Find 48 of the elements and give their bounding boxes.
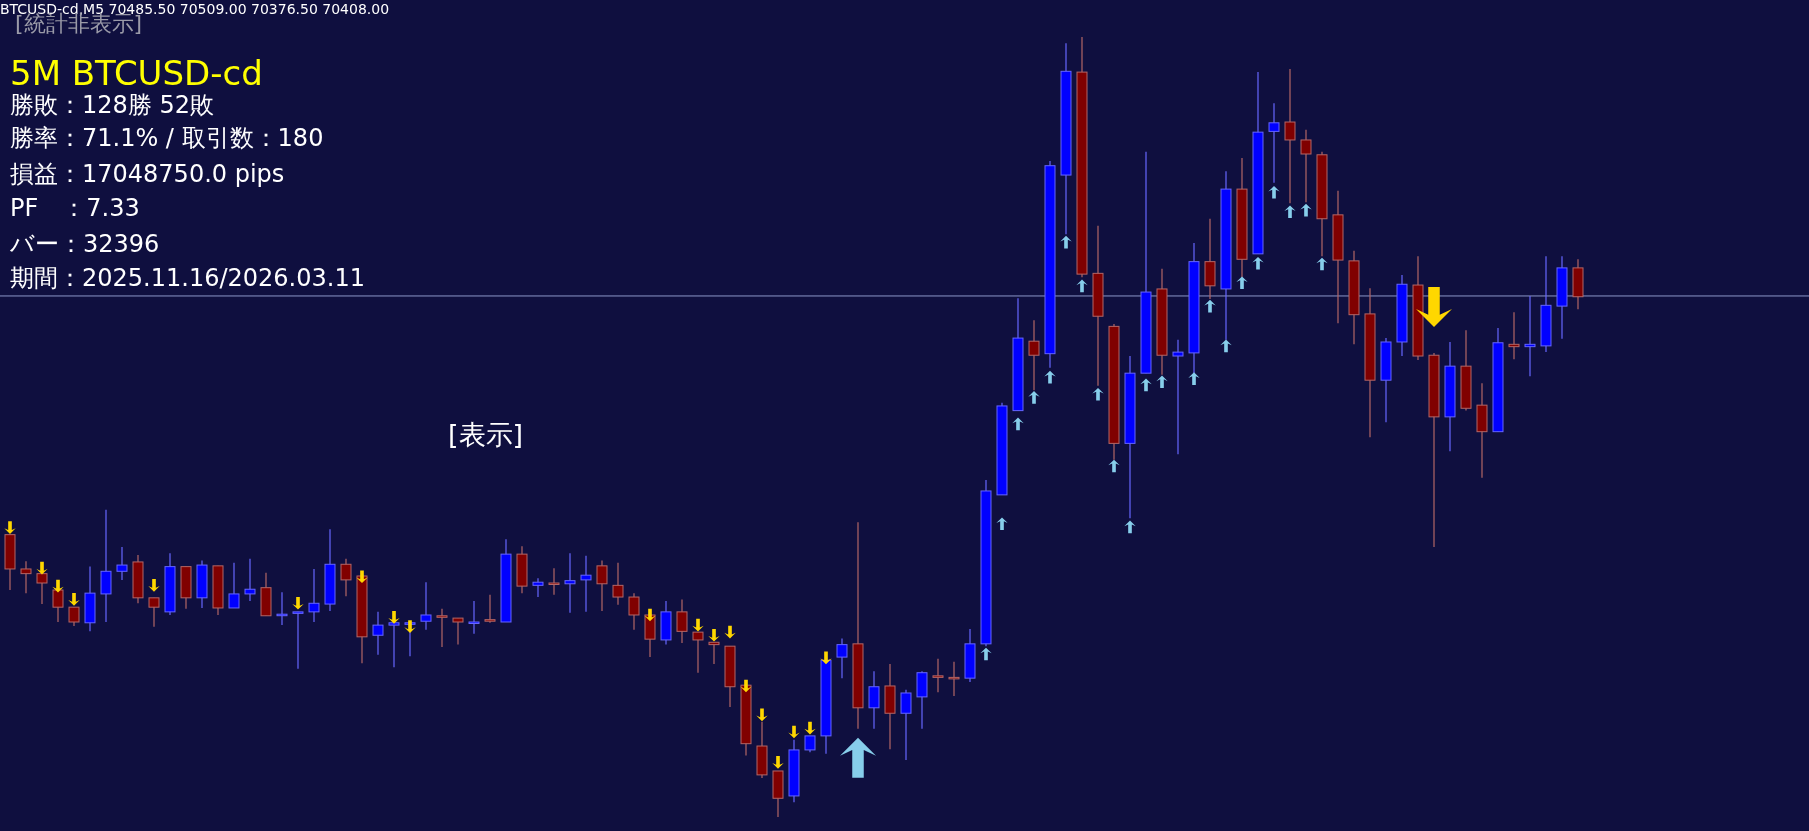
point (1028, 391, 1040, 404)
point (1108, 459, 1120, 473)
annotation: 損益：17048750.0 pips (10, 160, 285, 188)
point (1060, 235, 1072, 249)
point (980, 647, 992, 661)
point (404, 620, 416, 633)
point (1188, 372, 1200, 385)
point (1156, 375, 1168, 389)
point (740, 679, 752, 693)
annotation: PF ：7.33 (10, 194, 140, 222)
point (1012, 417, 1024, 431)
point (1092, 387, 1104, 401)
point (36, 561, 48, 575)
annotation: 勝率：71.1% / 取引数：180 (10, 124, 324, 152)
point (1140, 378, 1152, 392)
point (644, 608, 656, 622)
annotation: [表示] (448, 419, 524, 450)
point (1220, 339, 1232, 353)
point (1300, 203, 1312, 217)
point (1044, 370, 1056, 384)
point (1284, 205, 1296, 219)
point (1268, 185, 1280, 199)
text: 5M BTCUSD-cd (10, 53, 263, 93)
point (1204, 299, 1216, 313)
point (1252, 256, 1264, 270)
point (1236, 276, 1248, 290)
point (708, 628, 720, 642)
point (1076, 279, 1088, 293)
point (996, 517, 1008, 531)
point (1316, 257, 1328, 271)
annotation: 期間：2025.11.16/2026.03.11 (10, 264, 365, 292)
annotation: 勝敗：128勝 52敗 (10, 91, 214, 119)
point (148, 579, 160, 592)
point (756, 708, 768, 722)
point (1124, 520, 1136, 534)
point (4, 521, 16, 534)
point (356, 570, 368, 584)
point (388, 611, 400, 624)
annotation: バー：32396 (9, 230, 160, 258)
point (804, 721, 816, 735)
point (820, 651, 832, 665)
point (292, 596, 304, 610)
point (772, 756, 784, 769)
point (724, 625, 736, 639)
point (68, 593, 80, 606)
point (692, 618, 704, 632)
point (788, 725, 800, 739)
point (52, 579, 64, 593)
